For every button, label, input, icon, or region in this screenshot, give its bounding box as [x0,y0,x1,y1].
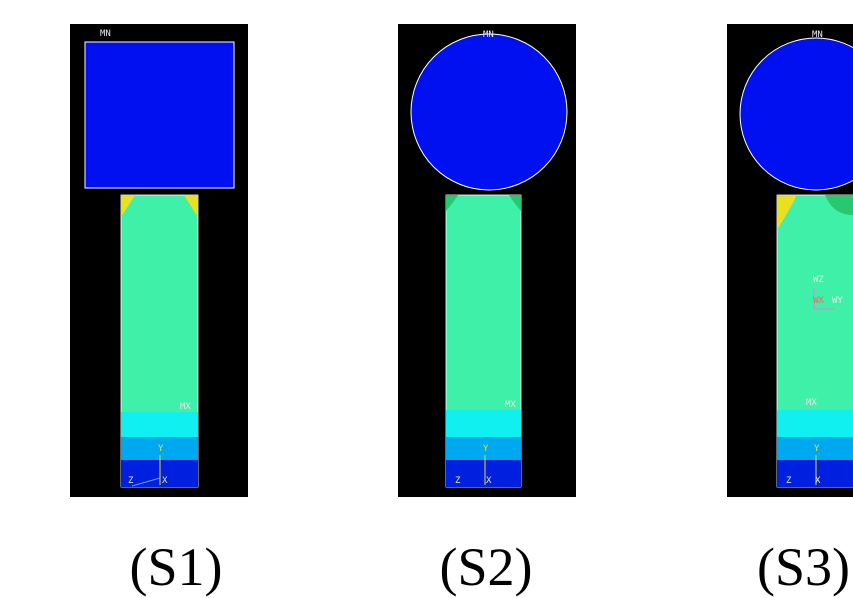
axis-label: X [486,476,492,486]
axis-label: Y [814,444,820,454]
panel-s2: MN MX Y Z X [398,24,576,497]
panel-s3: MN MX WZ WX WY Y Z X [727,24,853,497]
contour-band [121,412,198,437]
panel-s1: MN MX Y Z X [70,24,248,497]
workplane-label: WY [832,296,843,306]
panel-label: (S3) [757,537,850,597]
circle-indenter [411,34,567,190]
min-label: MN [483,30,494,40]
axis-label: Z [128,476,134,486]
panel-label: (S2) [440,537,533,597]
contour-band [777,410,853,437]
axis-label: Y [483,444,489,454]
square-indenter [85,42,234,188]
contour-band [446,410,521,437]
page: MN MX Y Z X MN MX Y Z X [0,0,853,598]
axis-label: Z [786,476,792,486]
max-label: MX [806,398,817,408]
axis-label: Z [455,476,461,486]
panels: MN MX Y Z X MN MX Y Z X [70,24,853,597]
axis-label: X [815,476,821,486]
figure: MN MX Y Z X MN MX Y Z X [0,0,853,598]
axis-label: X [162,476,168,486]
workplane-label: WX [813,296,824,306]
max-label: MX [180,402,191,412]
panel-label: (S1) [130,537,223,597]
min-label: MN [812,30,823,40]
min-label: MN [100,29,111,39]
workplane-label: WZ [813,275,824,285]
max-label: MX [505,400,516,410]
axis-label: Y [158,444,164,454]
